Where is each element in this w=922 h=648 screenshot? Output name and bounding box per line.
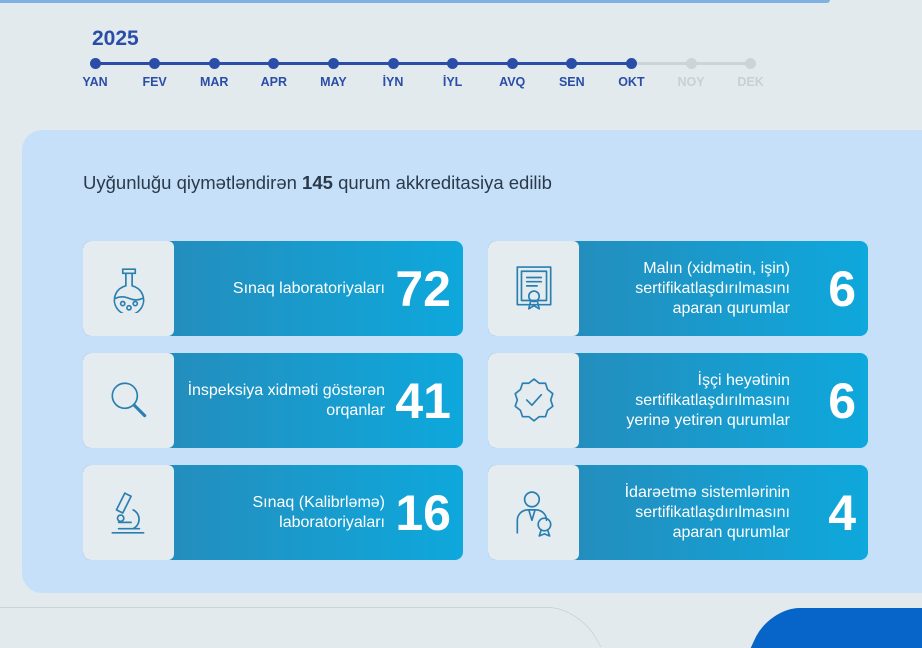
stat-label-text: Malın (xidmətin, işin) sertifikatlaşdırı…	[635, 259, 790, 317]
month-label: YAN	[82, 75, 108, 89]
timeline-dot	[566, 58, 578, 69]
month-label: OKT	[618, 75, 645, 89]
timeline-year: 2025	[92, 27, 139, 50]
microscope-icon	[110, 491, 144, 534]
month-timeline: YAN FEV MAR APR MAY İYN İYL AVQ SEN OKT NOY DEK	[0, 0, 922, 100]
stat-label: Malın (xidmətin, işin) sertifikatlaşdırı…	[550, 241, 790, 336]
month-label: İYN	[382, 75, 404, 89]
month-label: İYL	[442, 75, 463, 89]
timeline-segment	[631, 62, 691, 65]
stat-label-text: Sınaq (Kalibrləmə) laboratoriyaları	[252, 493, 386, 531]
stat-label-text: İnspeksiya xidməti göstərən orqanlar	[187, 381, 385, 419]
timeline-dot	[745, 58, 757, 69]
stat-label-text: İdarəetmə sistemlərinin sertifikatlaşdır…	[624, 483, 790, 541]
stat-value: 16	[395, 484, 451, 541]
timeline-segment	[393, 62, 453, 65]
certificate-icon	[515, 265, 552, 310]
stat-label: İnspeksiya xidməti göstərən orqanlar	[145, 353, 385, 448]
bottom-divider-curve	[518, 607, 602, 647]
month-label: MAY	[320, 75, 347, 89]
stat-value: 6	[828, 260, 856, 317]
timeline-segment	[214, 62, 274, 65]
bottom-blue-shape	[750, 608, 922, 648]
stat-value: 4	[828, 484, 856, 541]
person-medal-icon	[515, 490, 552, 537]
timeline-dot	[149, 58, 161, 69]
stat-label: Sınaq (Kalibrləmə) laboratoriyaları	[145, 465, 386, 560]
icon-box	[83, 465, 174, 560]
flask-icon	[113, 267, 144, 313]
timeline-dot	[89, 58, 101, 69]
timeline-segment	[571, 62, 632, 65]
timeline-segment	[95, 62, 155, 65]
panel-headline: Uyğunluğu qiymətləndirən 145 qurum akkre…	[83, 172, 552, 194]
stat-card: Malın (xidmətin, işin) sertifikatlaşdırı…	[488, 241, 868, 336]
magnifier-icon	[110, 381, 146, 417]
timeline-segment	[452, 62, 513, 65]
timeline-dot	[625, 58, 637, 69]
timeline-segment	[333, 62, 393, 65]
headline-suffix: qurum akkreditasiya edilib	[338, 172, 552, 193]
month-label: AVQ	[499, 75, 526, 89]
stat-label: İdarəetmə sistemlərinin sertifikatlaşdır…	[550, 465, 790, 560]
icon-box	[83, 241, 174, 336]
icon-box	[488, 465, 579, 560]
month-label: FEV	[142, 75, 167, 89]
bottom-divider	[0, 607, 540, 608]
headline-prefix: Uyğunluğu qiymətləndirən	[83, 172, 297, 193]
timeline-segment	[154, 62, 215, 65]
timeline-segment	[691, 62, 751, 65]
timeline-dot	[685, 58, 697, 69]
stat-label: Sınaq laboratoriyaları	[145, 241, 385, 336]
stat-label-text: İşçi heyətinin sertifikatlaşdırılmasını …	[626, 371, 790, 429]
stat-card: Sınaq (Kalibrləmə) laboratoriyaları 16	[83, 465, 463, 560]
timeline-dot	[327, 58, 339, 69]
timeline-dot	[387, 58, 399, 69]
stat-card: İdarəetmə sistemlərinin sertifikatlaşdır…	[488, 465, 868, 560]
icon-box	[488, 353, 579, 448]
stat-card: İnspeksiya xidməti göstərən orqanlar 41	[83, 353, 463, 448]
stat-label-text: Sınaq laboratoriyaları	[232, 279, 385, 297]
timeline-dot	[447, 58, 459, 69]
month-label: SEN	[558, 75, 585, 89]
headline-number: 145	[302, 172, 333, 193]
stat-value: 41	[395, 372, 451, 429]
timeline-dot	[208, 58, 220, 69]
stat-card: Sınaq laboratoriyaları 72	[83, 241, 463, 336]
award-badge-icon	[513, 377, 554, 422]
stat-card: İşçi heyətinin sertifikatlaşdırılmasını …	[488, 353, 868, 448]
top-divider	[0, 0, 830, 3]
stat-value: 72	[395, 260, 451, 317]
timeline-segment	[273, 62, 334, 65]
icon-box	[488, 241, 579, 336]
month-label: DEK	[737, 75, 764, 89]
month-label: NOY	[677, 75, 705, 89]
timeline-dot	[268, 58, 280, 69]
month-label: MAR	[199, 75, 229, 89]
stat-value: 6	[828, 372, 856, 429]
timeline-dot	[506, 58, 518, 69]
icon-box	[83, 353, 174, 448]
timeline-segment	[512, 62, 572, 65]
month-label: APR	[260, 75, 287, 89]
stat-label: İşçi heyətinin sertifikatlaşdırılmasını …	[550, 353, 790, 448]
